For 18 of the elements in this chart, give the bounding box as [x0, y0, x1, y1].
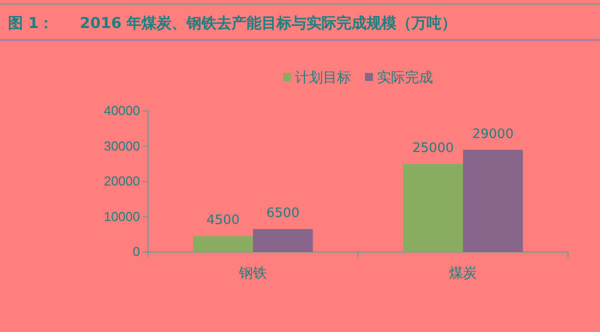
data-label: 29000: [472, 126, 514, 142]
legend-label: 计划目标: [295, 70, 351, 86]
data-label: 4500: [206, 213, 240, 228]
chart-title: 图 1： 2016 年煤炭、钢铁去产能目标与实际完成规模（万吨）: [8, 14, 457, 32]
y-tick-label: 40000: [104, 103, 140, 118]
y-tick-label: 0: [132, 244, 140, 260]
y-tick-label: 20000: [104, 174, 140, 189]
bar: [403, 164, 463, 252]
bar: [253, 229, 313, 252]
bar: [463, 150, 523, 252]
legend-label: 实际完成: [377, 70, 433, 86]
y-tick-label: 30000: [104, 138, 140, 154]
x-tick-label: 煤炭: [449, 264, 477, 280]
data-label: 25000: [412, 140, 454, 156]
y-tick-label: 10000: [104, 208, 140, 224]
x-tick-label: 钢铁: [238, 264, 267, 280]
data-label: 6500: [266, 206, 300, 222]
bar: [193, 236, 253, 252]
